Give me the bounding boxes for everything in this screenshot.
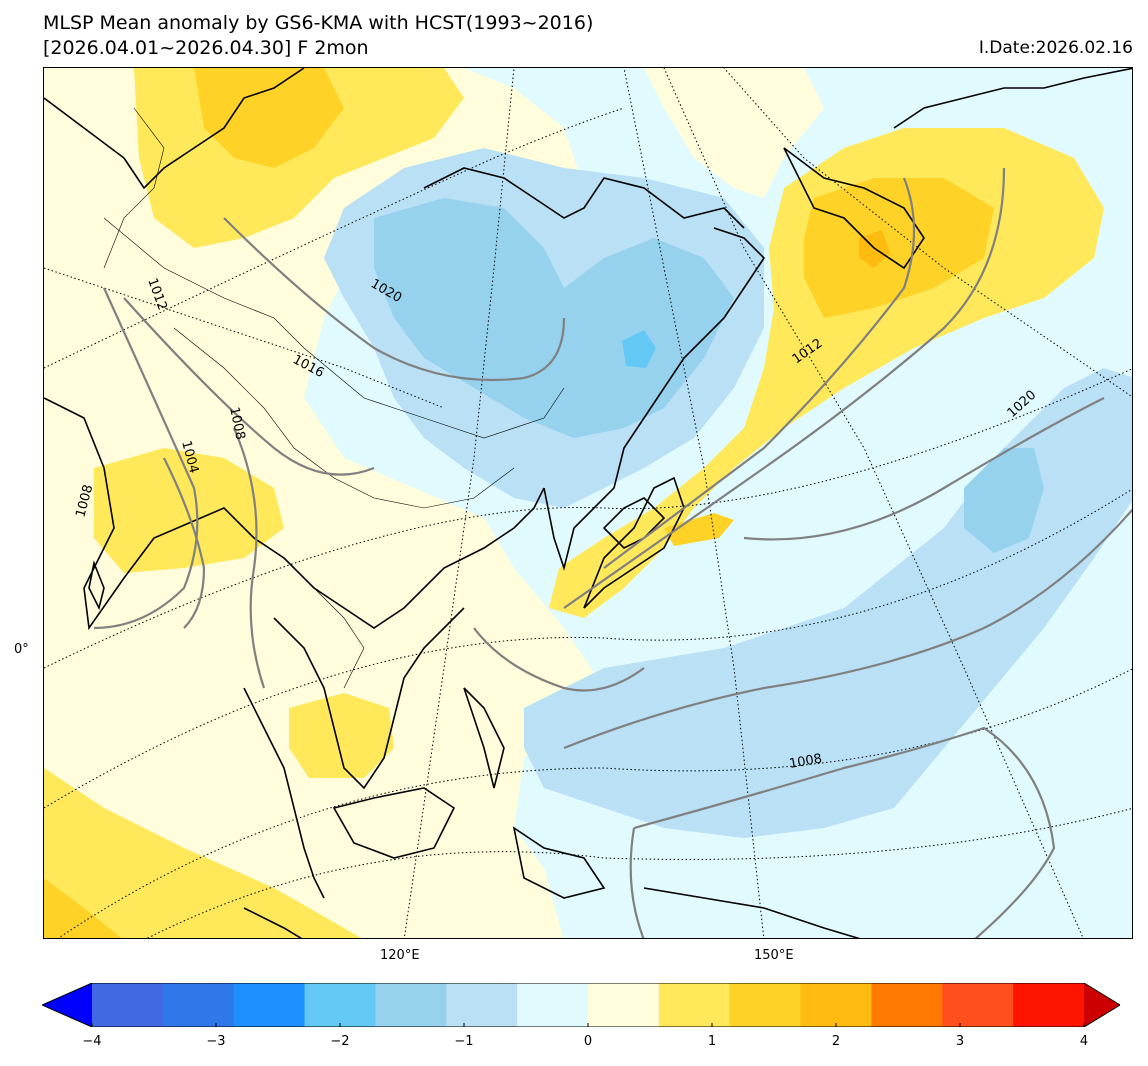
anomaly-region (664, 513, 734, 546)
contour-label: 1008 (788, 751, 823, 772)
coastline (88, 560, 105, 611)
isobar (123, 297, 375, 476)
issue-date: I.Date:2026.02.16 (978, 38, 1133, 58)
colorbar-cell (658, 983, 731, 1027)
coastline (463, 687, 505, 789)
isobar (223, 217, 566, 382)
colorbar-cell (446, 983, 518, 1027)
graticule-line (44, 267, 445, 409)
map-canvas: 1012 1020 1016 1008 1004 1008 1012 1020 … (44, 68, 1132, 938)
coastline (643, 887, 861, 938)
colorbar-cell (162, 983, 235, 1027)
map-title: MLSP Mean anomaly by GS6-KMA with HCST(1… (43, 12, 594, 34)
graticule-line (44, 368, 1132, 669)
graticule-group (44, 68, 1132, 938)
colorbar-tick-label: 1 (707, 1034, 717, 1049)
anomaly-region (804, 178, 994, 318)
coastline (273, 607, 465, 790)
colorbar-tick-label: 2 (831, 1034, 841, 1049)
colorbar-cell (588, 983, 660, 1027)
anomaly-region (964, 448, 1044, 553)
border-group (103, 107, 565, 689)
anomaly-region (94, 448, 284, 573)
contour-label: 1008 (226, 406, 248, 441)
forecast-period: [2026.04.01~2026.04.30] F 2mon (43, 37, 369, 59)
isobar (93, 287, 199, 630)
colorbar-tick-label: −3 (206, 1034, 226, 1049)
longitude-label: 120°E (380, 948, 420, 963)
colorbar-cell (800, 983, 872, 1027)
anomaly-region (194, 68, 344, 168)
colorbar-extend-min (42, 983, 92, 1027)
country-border (283, 557, 365, 689)
coastline (893, 68, 1132, 129)
colorbar-cell (517, 983, 589, 1027)
graticule-line (57, 668, 1132, 938)
colorbar-cell (1013, 983, 1085, 1027)
isobar (743, 397, 1105, 541)
anomaly-region (622, 330, 656, 368)
anomaly-region (644, 68, 824, 198)
colorbar-cell (375, 983, 447, 1027)
colorbar-cell (729, 983, 802, 1027)
graticule-line (723, 68, 1132, 398)
colorbar-tick-label: 4 (1079, 1034, 1089, 1049)
coastline (423, 167, 745, 229)
graticule-line (146, 807, 1132, 938)
country-border (103, 107, 165, 269)
colorbar-cell (304, 983, 376, 1027)
colorbar-tick-label: −4 (82, 1034, 102, 1049)
isobar (603, 177, 916, 569)
anomaly-region (444, 628, 564, 718)
colorbar (42, 983, 1120, 1027)
graticule-line (44, 107, 625, 369)
colorbar-cell (92, 983, 164, 1027)
colorbar-cell (233, 983, 306, 1027)
colorbar-tick-label: −1 (454, 1034, 474, 1049)
longitude-label: 150°E (754, 948, 794, 963)
isobar (629, 827, 645, 938)
coastline (583, 476, 685, 609)
colorbar-cell (871, 983, 943, 1027)
isobar (563, 167, 1006, 609)
coastline (602, 497, 666, 549)
isobar (563, 508, 1132, 750)
coastline (783, 147, 925, 270)
graticule-line (403, 68, 515, 938)
coastline (512, 826, 606, 899)
latitude-label: 0° (14, 642, 29, 657)
anomaly-region (44, 68, 604, 938)
colorbar-tick-label: 0 (583, 1034, 593, 1049)
anomaly-region (44, 878, 122, 938)
isobar (163, 457, 206, 629)
colorbar-extend-max (1084, 983, 1120, 1027)
colorbar-tick-label: −2 (330, 1034, 350, 1049)
coastline (243, 687, 325, 899)
anomaly-map: 1012 1020 1016 1008 1004 1008 1012 1020 … (43, 67, 1133, 939)
anomaly-region (44, 768, 361, 938)
coastline (44, 68, 305, 190)
coastline (243, 907, 303, 938)
anomaly-region (289, 693, 394, 778)
country-border (103, 217, 565, 439)
country-border (173, 327, 515, 509)
colorbar-cell (942, 983, 1014, 1027)
isobar-group (93, 167, 1132, 938)
coastline (332, 787, 456, 859)
coastline (543, 227, 766, 571)
isobar (232, 427, 266, 689)
colorbar-tick-label: 3 (955, 1034, 965, 1049)
graticule-line (44, 488, 1132, 809)
isobar (633, 726, 1056, 938)
isobar (473, 627, 645, 692)
